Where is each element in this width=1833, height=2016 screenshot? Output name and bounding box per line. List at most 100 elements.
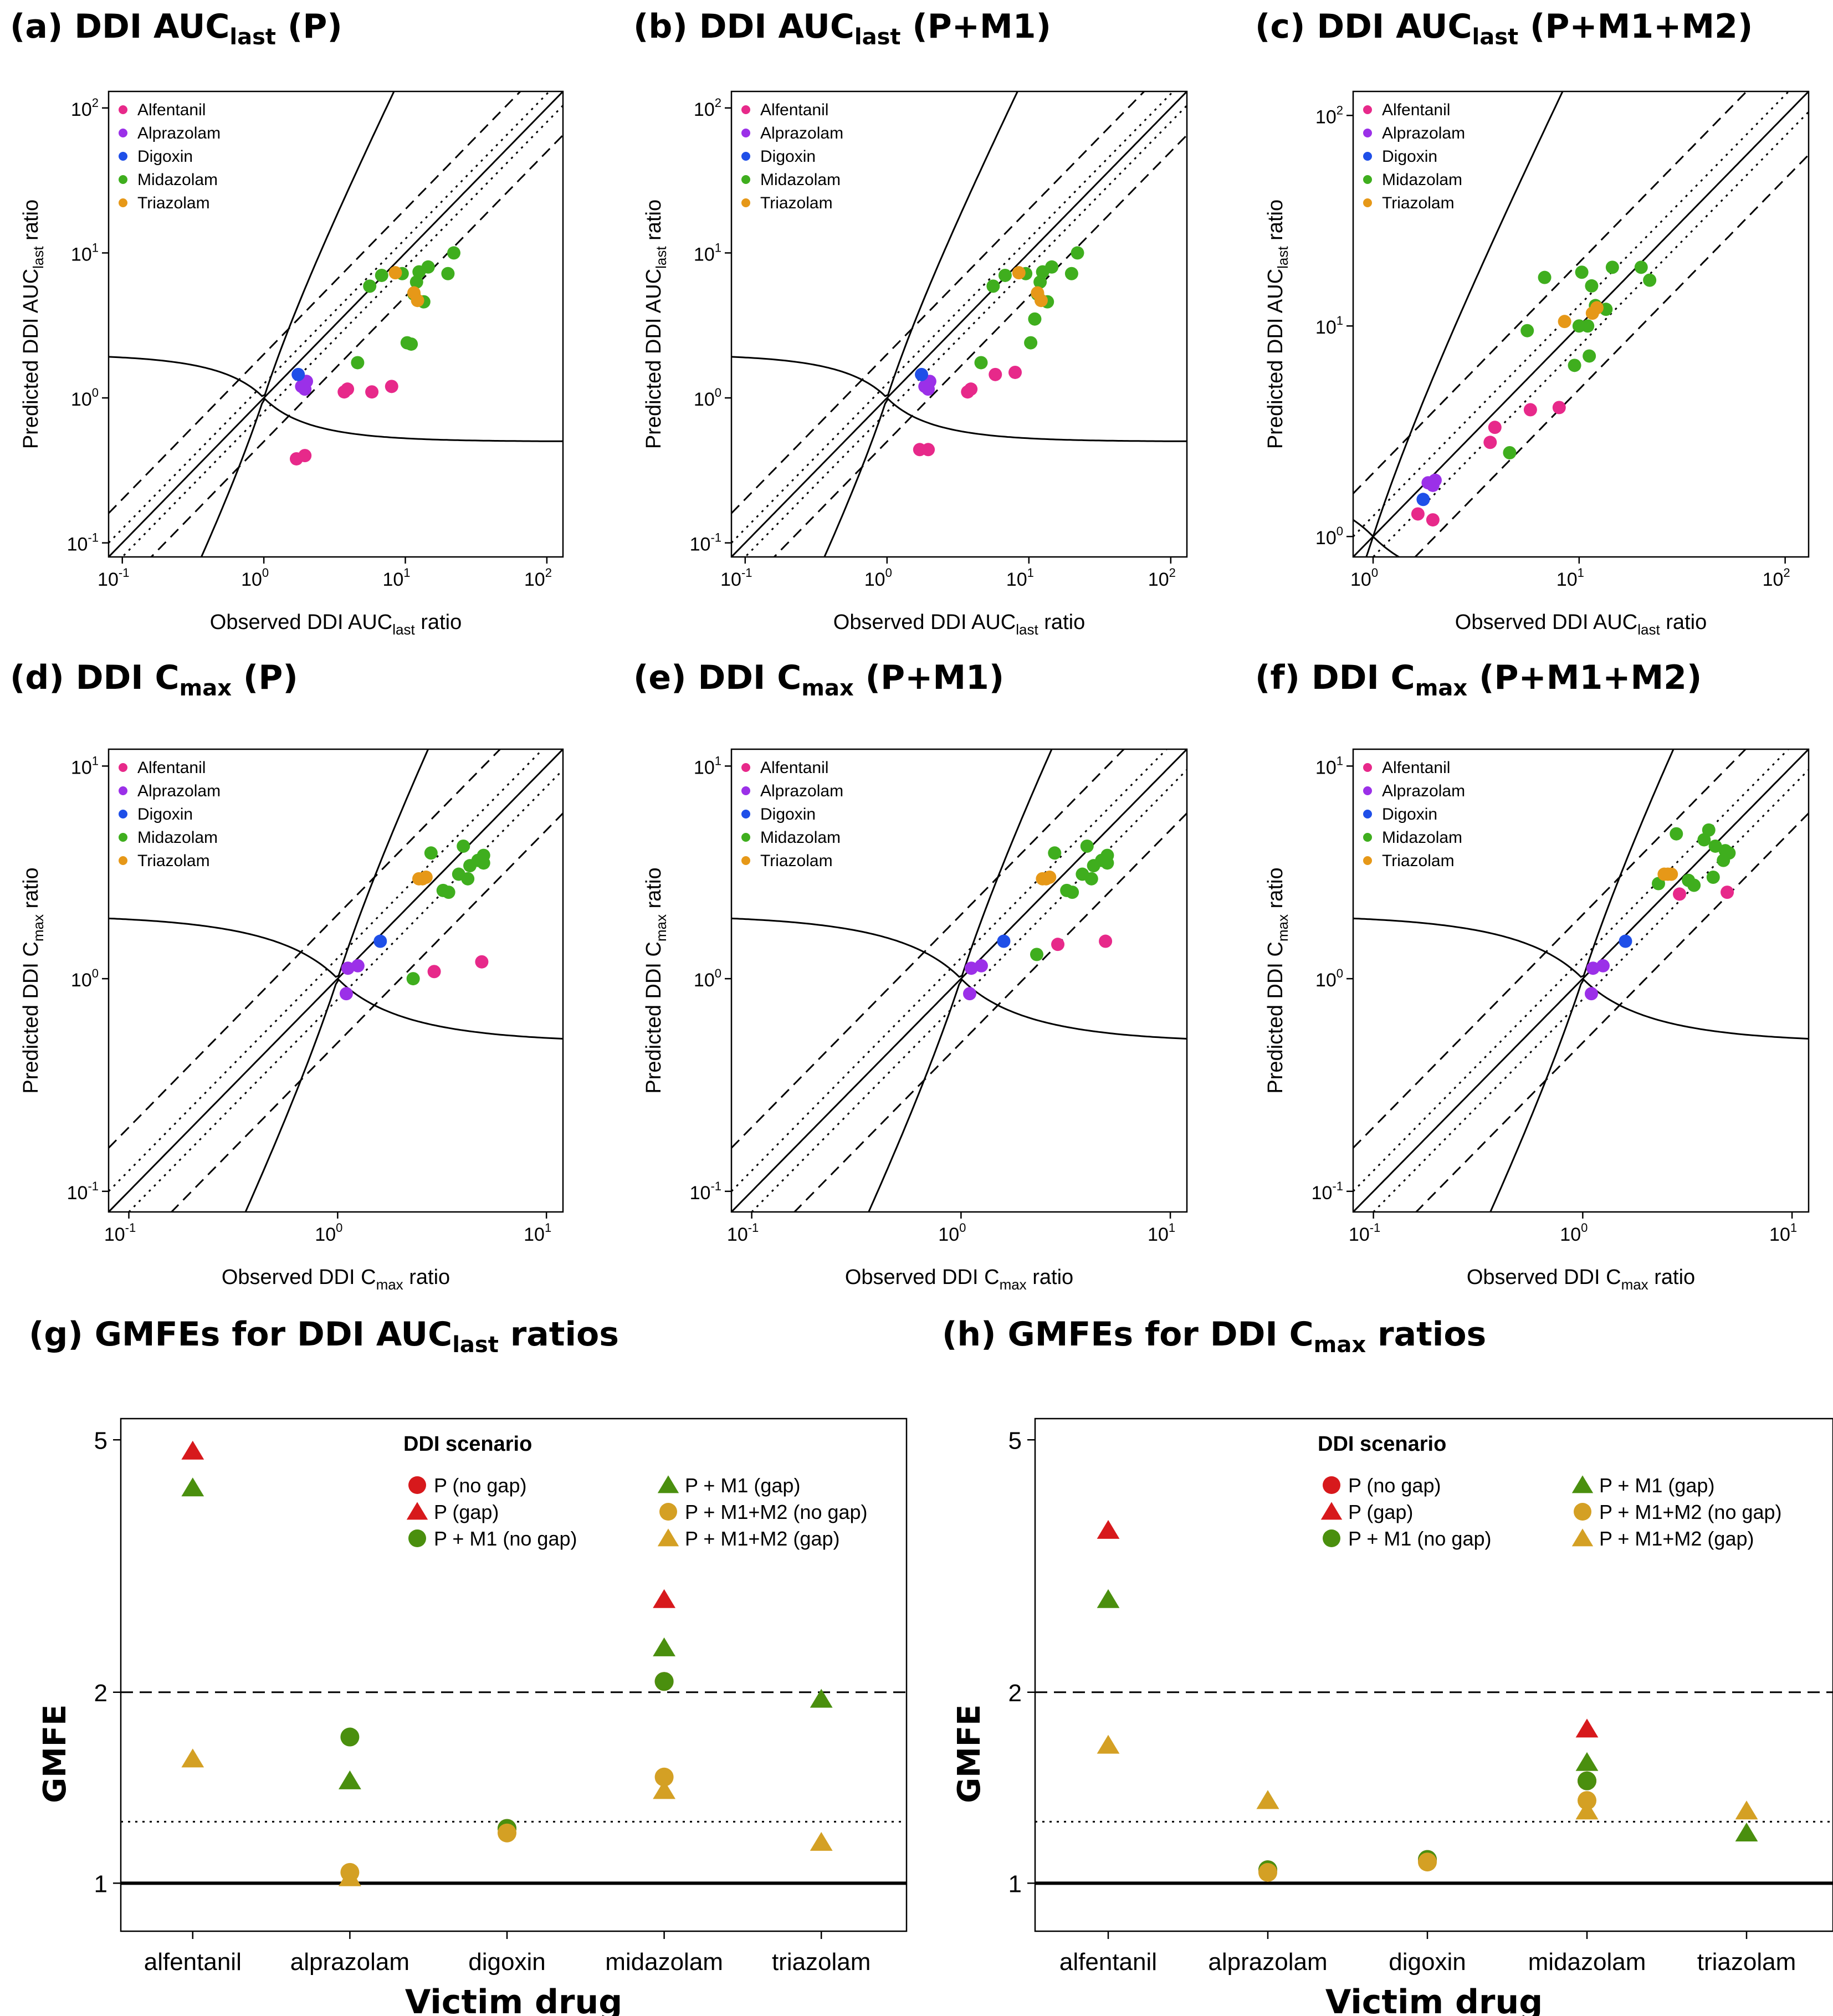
panel-scenario: (P+M1+M2) <box>1518 7 1753 46</box>
x-tick-label: 10-1 <box>98 566 129 590</box>
x-tick-label: 100 <box>241 566 269 590</box>
panel-e: (e) DDI Cmax (P+M1)10-1 100 10110-1100101O… <box>633 658 1188 1293</box>
axis-label-text-end: ratio <box>1264 199 1287 246</box>
legend-label: Alfentanil <box>137 101 206 119</box>
axis-label-text-end: ratio <box>642 867 665 914</box>
legend-label: Digoxin <box>137 147 193 166</box>
axis-label-subscript: max <box>653 914 669 942</box>
data-point-alfentanil <box>1721 886 1734 899</box>
tick-base: 10 <box>1560 1224 1581 1245</box>
data-point-midazolam <box>1634 260 1648 274</box>
data-point-midazolam <box>1080 839 1094 853</box>
gmfe-marker <box>498 1823 516 1843</box>
tick-base: 10 <box>241 569 262 590</box>
data-point-alfentanil <box>1008 365 1022 379</box>
plot-frame <box>1352 748 1810 1213</box>
tick-exponent: 1 <box>715 754 721 767</box>
y-tick-label: 100 <box>71 966 99 991</box>
data-point-alfentanil <box>1673 887 1687 901</box>
tick-base: 10 <box>690 1183 711 1204</box>
legend-label: Midazolam <box>1382 828 1462 847</box>
x-tick-label: 10-1 <box>1349 1221 1380 1245</box>
upper-2-fold-line <box>731 749 1125 1149</box>
data-point-triazolam <box>1012 266 1026 280</box>
data-point-midazolam <box>1024 336 1038 350</box>
axis-label-text: Predicted DDI AUC <box>642 269 665 449</box>
data-point-midazolam <box>363 279 377 293</box>
data-point-alfentanil <box>427 965 441 979</box>
data-point-midazolam <box>1520 324 1534 337</box>
legend-marker <box>1320 1502 1343 1520</box>
tick-base: 10 <box>524 1224 545 1245</box>
axis-label-subscript: max <box>1621 1276 1648 1293</box>
axis-label-text-end: ratio <box>1648 1266 1695 1289</box>
panel-label: (h) <box>942 1315 1007 1354</box>
tick-exponent: 0 <box>1337 966 1343 980</box>
legend-marker-alfentanil <box>741 763 750 772</box>
data-point-alprazolam <box>351 959 365 973</box>
panel-metric: DDI C <box>76 658 180 697</box>
y-tick-label: 1 <box>1008 1870 1022 1897</box>
tick-exponent: 0 <box>92 966 99 980</box>
legend-marker-alfentanil <box>741 105 750 114</box>
legend-label: P (gap) <box>434 1501 499 1523</box>
data-point-midazolam <box>441 267 455 280</box>
panel-metric: DDI AUC <box>74 7 229 46</box>
panel-metric: DDI AUC <box>1317 7 1472 46</box>
tick-exponent: -1 <box>88 531 99 545</box>
data-point-alprazolam <box>964 961 978 975</box>
y-tick-label: 2 <box>94 1680 107 1707</box>
axis-label-text: Observed DDI AUC <box>1455 611 1637 634</box>
y-axis-label: Predicted DDI Cmax ratio <box>1264 867 1291 1093</box>
upper-guest-limit <box>731 749 1053 978</box>
data-point-alfentanil <box>921 443 935 457</box>
tick-base: 10 <box>1315 757 1337 778</box>
legend-label: Midazolam <box>760 171 841 189</box>
gmfe-marker <box>339 1867 361 1886</box>
legend-marker-midazolam <box>741 833 750 842</box>
legend-marker <box>1323 1476 1340 1494</box>
data-point-midazolam <box>477 848 490 862</box>
axis-label-text: Observed DDI C <box>222 1266 376 1289</box>
y-axis-label: Predicted DDI AUClast ratio <box>19 199 47 449</box>
tick-exponent: -1 <box>88 1179 99 1193</box>
lower-2-fold-line <box>1414 154 1809 557</box>
data-point-midazolam <box>1568 359 1581 372</box>
legend-label: P + M1 (gap) <box>1599 1474 1714 1497</box>
panel-metric: DDI AUC <box>699 7 854 46</box>
panel-title: (b) DDI AUClast (P+M1) <box>633 7 1051 50</box>
legend-label: P + M1+M2 (no gap) <box>685 1501 868 1523</box>
gmfe-marker <box>1097 1519 1120 1539</box>
tick-base: 10 <box>524 569 545 590</box>
data-point-alprazolam <box>921 382 935 396</box>
data-point-midazolam <box>1100 848 1114 862</box>
data-point-midazolam <box>1575 265 1589 279</box>
tick-exponent: 1 <box>1337 314 1343 328</box>
panel-metric-subscript: last <box>1472 24 1518 50</box>
data-point-alprazolam <box>1584 987 1598 1001</box>
data-point-alprazolam <box>962 987 976 1001</box>
data-point-alfentanil <box>1099 934 1113 948</box>
data-point-midazolam <box>986 279 1000 293</box>
legend-marker-alfentanil <box>119 763 127 772</box>
legend-marker-alprazolam <box>119 786 127 795</box>
lower-guest-limit <box>244 978 563 1212</box>
legend-marker-alprazolam <box>741 786 750 795</box>
legend-marker-midazolam <box>1363 175 1372 184</box>
y-tick-label: 101 <box>71 754 99 778</box>
tick-base: 10 <box>67 534 88 555</box>
identity-line <box>731 749 1187 1212</box>
tick-exponent: 0 <box>959 1221 966 1235</box>
upper-1.25-fold-line <box>1353 749 1790 1192</box>
y-tick-label: 102 <box>71 96 99 120</box>
y-tick-label: 5 <box>94 1427 107 1454</box>
panel-label: (a) <box>10 7 74 46</box>
data-point-midazolam <box>457 839 470 853</box>
plot-area <box>731 91 1187 557</box>
data-point-midazolam <box>1718 844 1732 858</box>
legend-label: P + M1 (no gap) <box>434 1527 577 1550</box>
panel-f: (f) DDI Cmax (P+M1+M2)10-1 100 10110-11001… <box>1255 658 1810 1293</box>
legend-label: Digoxin <box>760 805 816 823</box>
x-axis-label: Observed DDI AUClast ratio <box>1455 611 1707 638</box>
legend-label: Alprazolam <box>137 782 221 800</box>
